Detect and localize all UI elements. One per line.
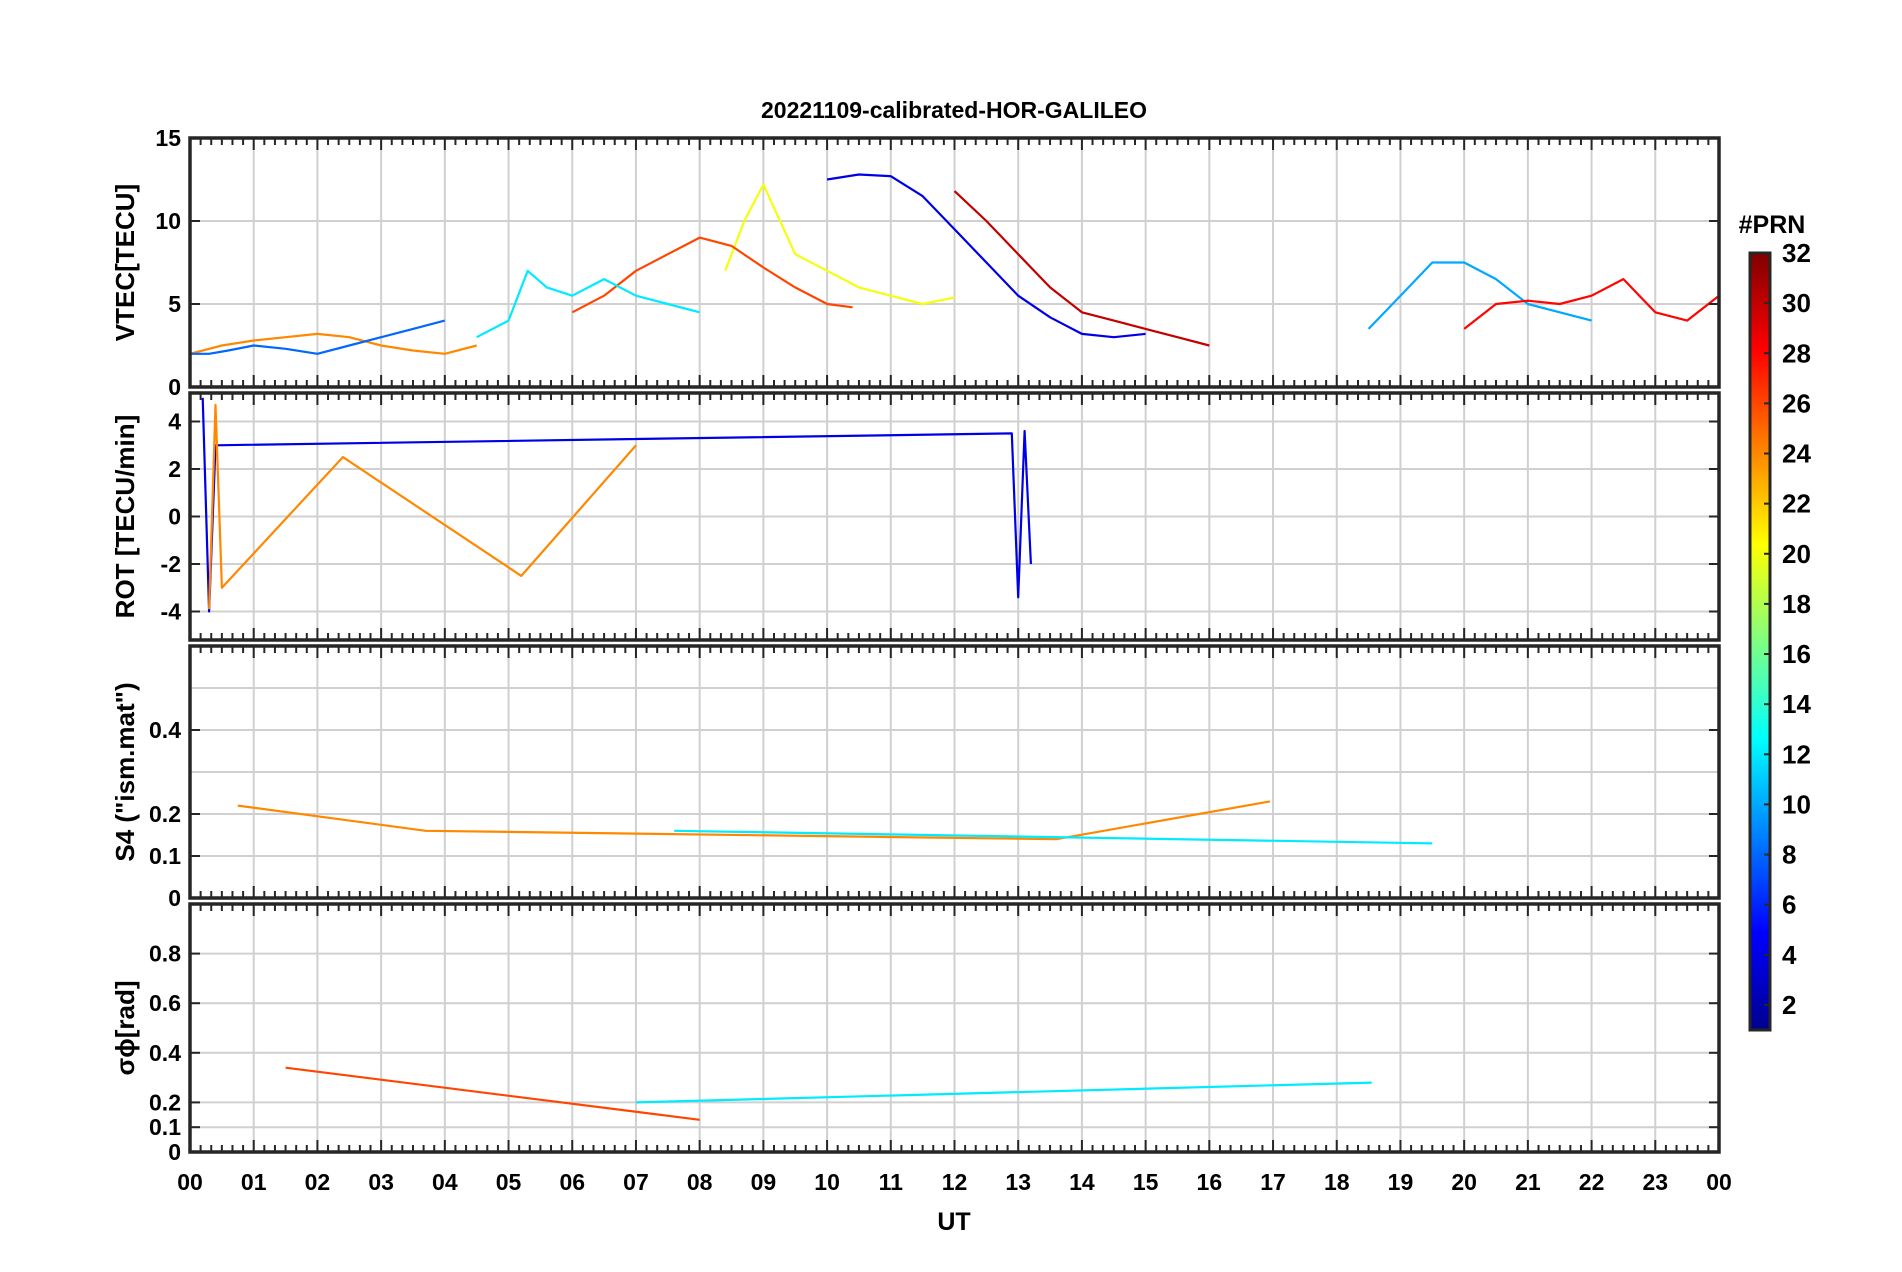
panel-s4: 0 0.1 0.2 0.4 S4 ("ism.mat") — [110, 644, 1721, 911]
colorbar-tick-label: 30 — [1782, 288, 1811, 318]
x-tick-label: 06 — [559, 1169, 585, 1195]
colorbar-tick-label: 2 — [1782, 990, 1796, 1020]
x-tick-label: 19 — [1388, 1169, 1414, 1195]
colorbar-tick-label: 24 — [1782, 439, 1811, 469]
series-prn-24 — [189, 332, 477, 355]
figure-title: 20221109-calibrated-HOR-GALILEO — [761, 97, 1147, 123]
series-prn-8 — [190, 319, 446, 355]
y-axis-label: VTEC[TECU] — [110, 184, 140, 341]
x-tick-label: 15 — [1133, 1169, 1159, 1195]
colorbar-tick-label: 12 — [1782, 739, 1811, 769]
colorbar-tick-label: 10 — [1782, 789, 1811, 819]
colorbar-tick-label: 14 — [1782, 689, 1811, 719]
y-tick-label: 0 — [168, 885, 181, 911]
series-prn-12 — [674, 829, 1433, 845]
series-prn-24 — [237, 800, 1271, 841]
colorbar-tick-label: 4 — [1782, 940, 1797, 970]
colorbar-tick-label: 6 — [1782, 890, 1796, 920]
y-tick-label: 0.2 — [149, 801, 181, 827]
series-prn-4 — [826, 173, 1146, 339]
colorbar-label: #PRN — [1739, 211, 1806, 239]
y-tick-label: 0.6 — [149, 990, 181, 1016]
y-tick-label: 0.4 — [149, 1040, 181, 1066]
series-prn-30 — [953, 190, 1210, 347]
y-axis-label: S4 ("ism.mat") — [110, 682, 140, 861]
series-prn-28 — [1463, 278, 1720, 330]
x-tick-label: 17 — [1260, 1169, 1286, 1195]
x-tick-label: 00 — [1706, 1169, 1732, 1195]
y-axis-label: σϕ[rad] — [110, 980, 140, 1075]
x-tick-label: 20 — [1451, 1169, 1477, 1195]
x-tick-label: 08 — [687, 1169, 713, 1195]
panel-sigma_phi: 00.10.2 0.4 0.6 0.8 σϕ[rad] — [110, 902, 1721, 1165]
colorbar-tick-label: 26 — [1782, 388, 1811, 418]
y-tick-label: 0.1 — [149, 843, 181, 869]
colorbar-tick-label: 8 — [1782, 840, 1796, 870]
series-prn-26 — [285, 1066, 700, 1121]
y-tick-label: 4 — [168, 409, 181, 435]
colorbar-tick-label: 32 — [1782, 238, 1811, 268]
x-tick-label: 03 — [368, 1169, 394, 1195]
colorbar-scale — [1748, 251, 1772, 1032]
colorbar-tick-label: 18 — [1782, 589, 1811, 619]
x-axis-label: UT — [937, 1208, 970, 1236]
y-tick-label: 0.8 — [149, 941, 181, 967]
x-tick-label: 02 — [305, 1169, 331, 1195]
x-tick-label: 22 — [1579, 1169, 1605, 1195]
x-tick-label: 00 — [177, 1169, 203, 1195]
colorbar-tick-label: 22 — [1782, 489, 1811, 519]
series-prn-12 — [635, 1081, 1372, 1104]
y-tick-label: 0.1 — [149, 1114, 181, 1140]
x-tick-label: 18 — [1324, 1169, 1350, 1195]
series-prn-26 — [571, 236, 853, 314]
x-tick-label: 11 — [879, 1169, 904, 1195]
colorbar-tick-label: 20 — [1782, 539, 1811, 569]
y-tick-label: -4 — [161, 599, 182, 625]
y-tick-label: 10 — [155, 208, 181, 234]
x-tick-label: 07 — [623, 1169, 649, 1195]
x-tick-label: 09 — [751, 1169, 777, 1195]
y-tick-label: 0.2 — [149, 1089, 181, 1115]
x-tick-label: 01 — [241, 1169, 267, 1195]
x-tick-label: 16 — [1197, 1169, 1223, 1195]
y-axis-label: ROT [TECU/min] — [110, 415, 140, 619]
x-tick-label: 10 — [814, 1169, 840, 1195]
y-tick-label: 2 — [168, 456, 181, 482]
x-tick-label: 23 — [1642, 1169, 1668, 1195]
y-tick-label: 0.4 — [149, 717, 181, 743]
x-tick-label: 04 — [432, 1169, 458, 1195]
y-tick-label: 0 — [168, 1139, 181, 1165]
y-tick-label: 0 — [168, 504, 181, 530]
y-tick-label: 15 — [155, 125, 181, 151]
panel-vtec: 0 5 10 15 VTEC[TECU] — [110, 125, 1721, 400]
series-prn-24 — [208, 403, 637, 610]
x-tick-label: 13 — [1005, 1169, 1031, 1195]
y-tick-label: 0 — [168, 374, 181, 400]
series-prn-20 — [724, 183, 955, 306]
series-prn-10 — [1367, 261, 1592, 330]
x-tick-label: 14 — [1069, 1169, 1095, 1195]
x-axis-tick-labels: 00 01 02 03 04 05 06 07 08 09 10 11 12 13 14 15 16 17 18 19… — [177, 1169, 1732, 1195]
series-prn-12 — [476, 269, 700, 339]
y-tick-label: -2 — [161, 551, 181, 577]
colorbar-tick-label: 16 — [1782, 639, 1811, 669]
colorbar-tick-label: 28 — [1782, 338, 1811, 368]
series-prn-4 — [201, 397, 1032, 613]
x-tick-label: 21 — [1515, 1169, 1541, 1195]
y-tick-label: 5 — [168, 291, 181, 317]
x-tick-label: 05 — [496, 1169, 522, 1195]
panel-rot: -4 -2 0 2 4 ROT [TECU/min] — [110, 391, 1721, 642]
x-tick-label: 12 — [942, 1169, 968, 1195]
